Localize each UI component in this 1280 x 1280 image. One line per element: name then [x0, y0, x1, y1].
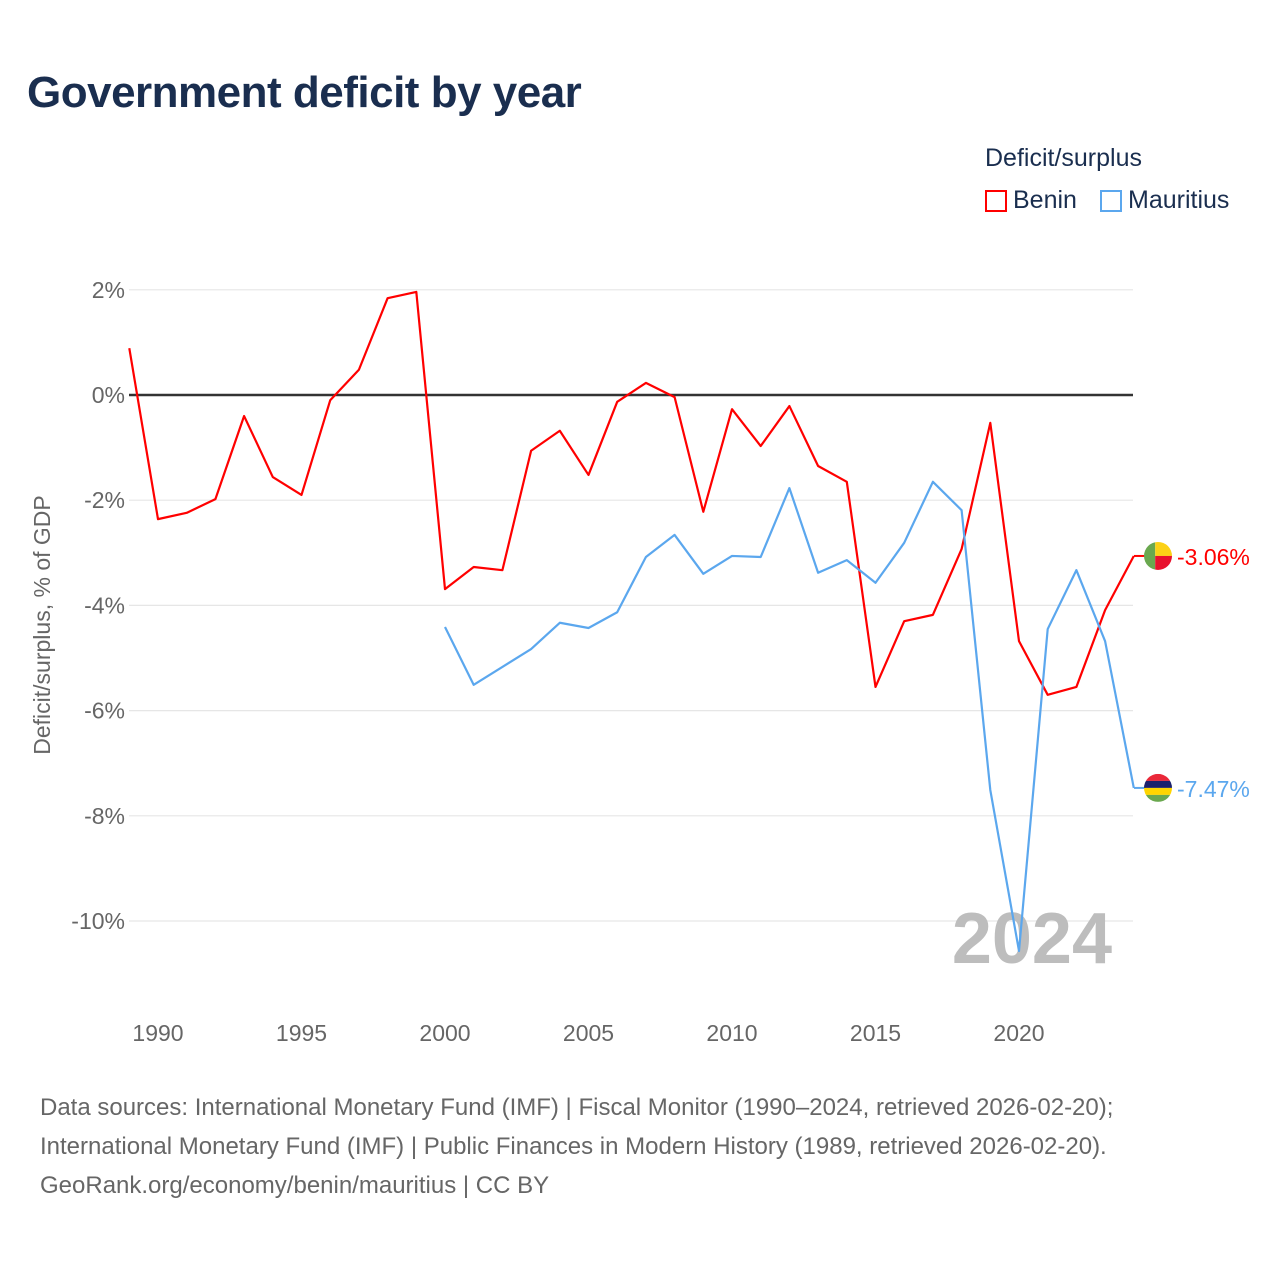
y-tick-label: -2%: [84, 487, 125, 513]
y-tick-label: -8%: [84, 803, 125, 829]
x-tick-label: 2005: [563, 1020, 614, 1046]
x-tick-label: 2020: [993, 1020, 1044, 1046]
legend-swatch-benin: [985, 189, 1007, 212]
series-line-mauritius: [444, 480, 1135, 953]
y-tick-label: 2%: [92, 277, 125, 303]
y-tick-label: 0%: [92, 382, 125, 408]
legend-item-benin[interactable]: Benin: [985, 186, 1077, 215]
flag-icon-benin: [1144, 541, 1172, 570]
y-tick-label: -6%: [84, 698, 125, 724]
end-value-label: -7.47%: [1177, 776, 1250, 802]
x-tick-label: 2000: [419, 1020, 470, 1046]
x-tick-label: 1990: [132, 1020, 183, 1046]
legend-label: Benin: [1013, 186, 1077, 214]
x-tick-label: 2010: [706, 1020, 757, 1046]
y-axis-label: Deficit/surplus, % of GDP: [29, 495, 55, 754]
x-tick-label: 2015: [850, 1020, 901, 1046]
y-tick-label: -10%: [71, 908, 125, 934]
flag-icon-mauritius: [1144, 773, 1172, 802]
y-tick-label: -4%: [84, 592, 125, 618]
legend-swatch-mauritius: [1100, 189, 1122, 212]
legend-title: Deficit/surplus: [985, 144, 1142, 172]
series-line-benin: [128, 290, 1135, 696]
source-line: Data sources: International Monetary Fun…: [40, 1094, 1114, 1121]
chart-title: Government deficit by year: [27, 68, 582, 117]
end-value-label: -3.06%: [1177, 544, 1250, 570]
source-line: International Monetary Fund (IMF) | Publ…: [40, 1133, 1107, 1160]
source-note: Data sources: International Monetary Fun…: [40, 1088, 1113, 1205]
source-link[interactable]: GeoRank.org/economy/benin/mauritius | CC…: [40, 1172, 550, 1199]
legend-label: Mauritius: [1128, 186, 1230, 214]
year-watermark: 2024: [952, 899, 1112, 979]
legend-item-mauritius[interactable]: Mauritius: [1100, 186, 1229, 215]
x-tick-label: 1995: [276, 1020, 327, 1046]
